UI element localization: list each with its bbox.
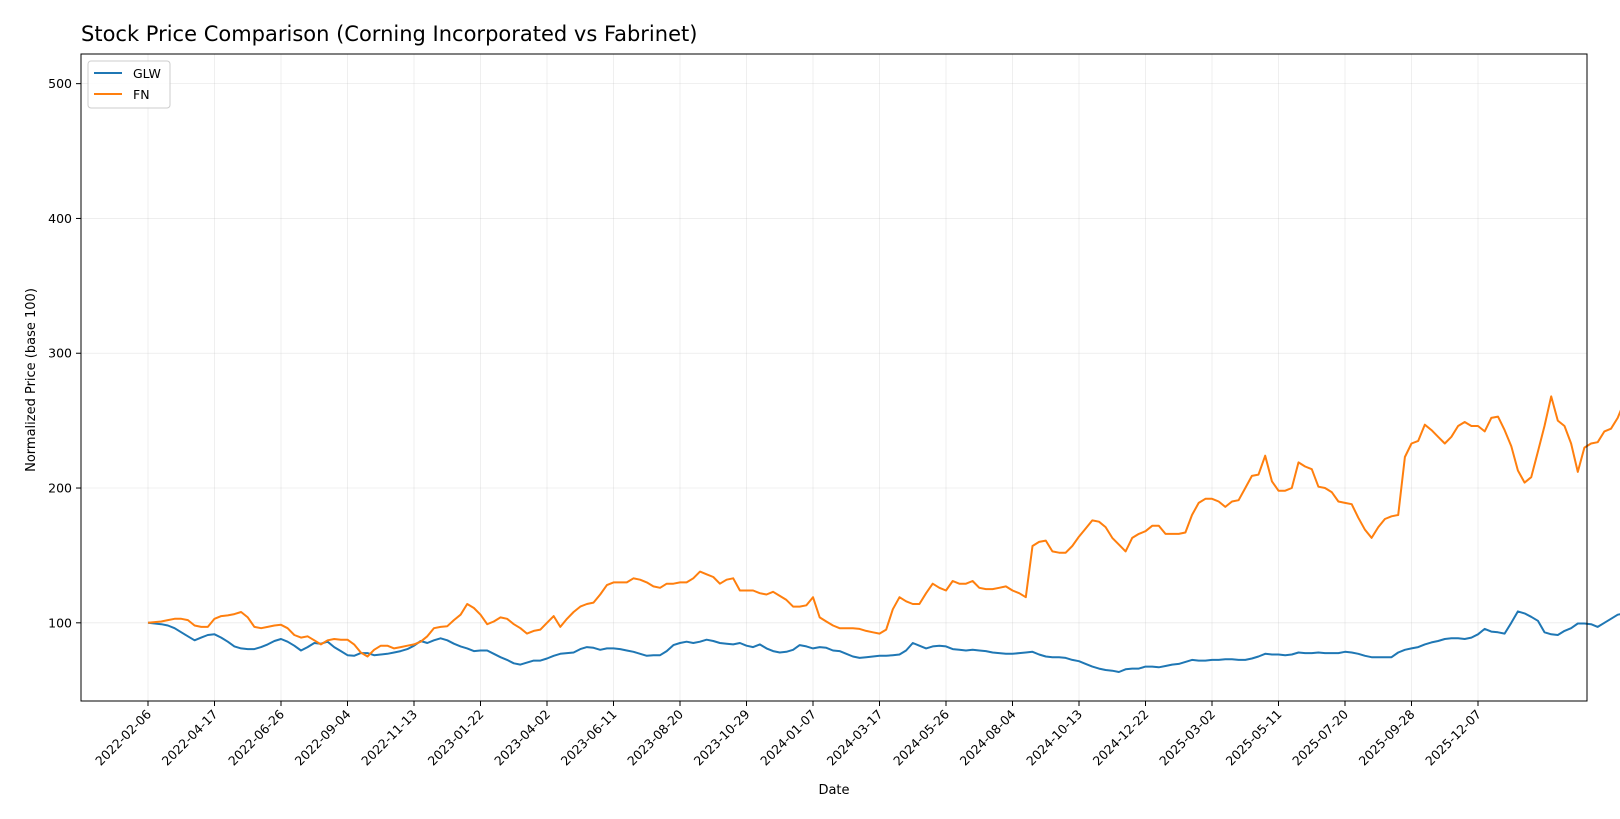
x-tick-label: 2023-01-22 [425, 707, 487, 769]
x-tick-label: 2023-04-02 [491, 707, 553, 769]
x-tick-label: 2024-01-07 [757, 707, 819, 769]
grid [81, 54, 1587, 701]
chart-title: Stock Price Comparison (Corning Incorpor… [81, 22, 697, 46]
y-tick-label: 100 [48, 615, 72, 630]
x-axis: 2022-02-06 2022-04-17 2022-06-26 2022-09-04… [92, 701, 1484, 768]
legend: GLW FN [87, 60, 171, 109]
x-tick-label: 2023-06-11 [558, 707, 620, 769]
x-tick-label: 2025-07-20 [1289, 706, 1351, 768]
series-lines [147, 395, 1620, 673]
y-tick-label: 500 [48, 76, 72, 91]
x-tick-label: 2023-08-20 [624, 706, 686, 768]
x-tick-label: 2024-12-22 [1090, 707, 1152, 769]
y-tick-label: 400 [48, 211, 72, 226]
x-tick-label: 2022-04-17 [159, 707, 221, 769]
x-tick-label: 2025-05-11 [1223, 707, 1285, 769]
y-tick-label: 300 [48, 346, 72, 361]
x-tick-label: 2025-12-07 [1422, 707, 1484, 769]
x-tick-label: 2024-10-13 [1023, 707, 1085, 769]
x-tick-label: 2024-05-26 [890, 706, 952, 768]
x-axis-label: Date [818, 783, 849, 798]
y-axis-label: Normalized Price (base 100) [24, 288, 39, 472]
y-axis: 100 200 300 400 500 [48, 76, 81, 630]
plot-area-frame [80, 53, 1588, 702]
series-line-glw [147, 610, 1620, 673]
series-line-fn [147, 395, 1620, 658]
legend-label-glw: GLW [133, 66, 161, 81]
legend-label-fn: FN [133, 87, 150, 102]
x-tick-label: 2024-08-04 [957, 706, 1019, 768]
x-tick-label: 2022-02-06 [92, 706, 154, 768]
x-tick-label: 2022-06-26 [225, 706, 287, 768]
x-tick-label: 2023-10-29 [691, 706, 753, 768]
y-tick-label: 200 [48, 481, 72, 496]
x-tick-label: 2022-11-13 [358, 707, 420, 769]
x-tick-label: 2025-03-02 [1156, 707, 1218, 769]
x-tick-label: 2022-09-04 [292, 706, 354, 768]
x-tick-label: 2025-09-28 [1356, 706, 1418, 768]
x-tick-label: 2024-03-17 [824, 707, 886, 769]
